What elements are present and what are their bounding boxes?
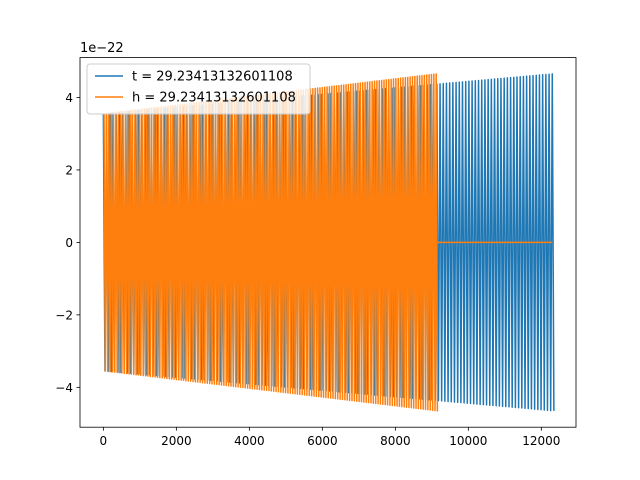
y-tick-label: 2 bbox=[65, 163, 73, 177]
y-tick-label: 4 bbox=[65, 91, 73, 105]
legend-box bbox=[86, 63, 311, 115]
x-tick-label: 12000 bbox=[522, 434, 560, 448]
y-offset-label: 1e−22 bbox=[80, 41, 124, 56]
series-line-2 bbox=[103, 73, 553, 412]
x-tick-label: 10000 bbox=[449, 434, 487, 448]
y-axis-ticks: −4 −2 0 2 4 bbox=[55, 91, 80, 395]
y-tick-label: −4 bbox=[55, 381, 73, 395]
x-tick-label: 0 bbox=[100, 434, 108, 448]
series-layer bbox=[102, 73, 555, 412]
x-tick-label: 4000 bbox=[234, 434, 265, 448]
legend-label-2: h = 29.23413132601108 bbox=[132, 91, 296, 106]
legend: t = 29.23413132601108 h = 29.234131326011… bbox=[86, 63, 311, 115]
x-axis-ticks: 0 2000 4000 6000 8000 10000 12000 bbox=[100, 427, 560, 448]
x-tick-label: 6000 bbox=[307, 434, 338, 448]
y-tick-label: 0 bbox=[65, 236, 73, 250]
y-tick-label: −2 bbox=[55, 308, 73, 322]
legend-label-1: t = 29.23413132601108 bbox=[132, 70, 293, 85]
x-tick-label: 8000 bbox=[380, 434, 411, 448]
x-tick-label: 2000 bbox=[161, 434, 192, 448]
